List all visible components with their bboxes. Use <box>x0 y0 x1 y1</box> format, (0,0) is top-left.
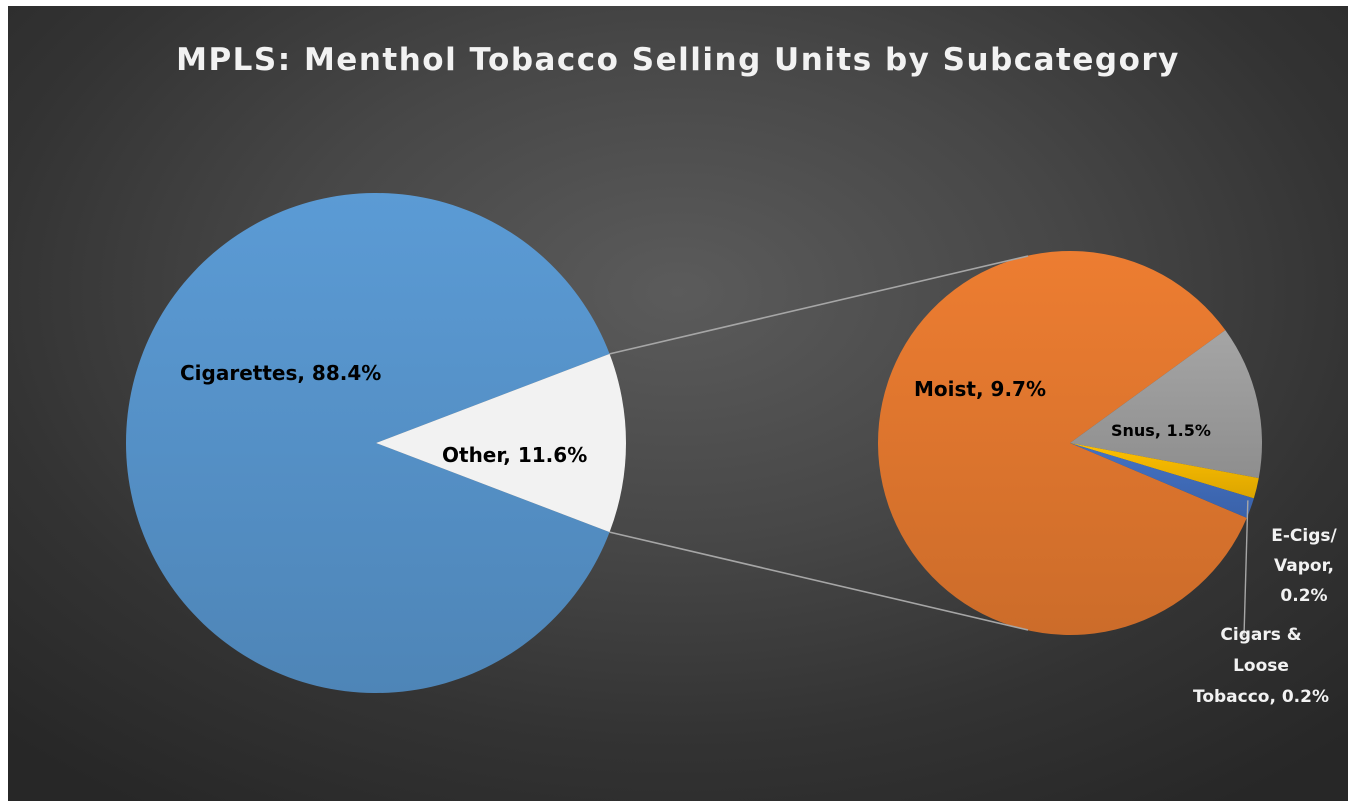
slice-cigars-loose-tobacco <box>1070 443 1254 518</box>
slice-cigarettes <box>125 192 610 693</box>
data-label-cigars-loose-tobacco: Cigars & Loose Tobacco, 0.2% <box>1193 625 1329 707</box>
data-label-other: Other, 11.6% <box>442 443 587 467</box>
data-label-e-cigs-vapor: E-Cigs/Vapor, 0.2% <box>1271 526 1337 606</box>
slice-other <box>376 353 626 533</box>
chart-title: MPLS: Menthol Tobacco Selling Units by S… <box>176 42 1180 78</box>
slice-snus <box>1070 330 1262 479</box>
data-label-cigarettes: Cigarettes, 88.4% <box>180 361 381 385</box>
pie-of-pie-chart: Cigarettes, 88.4% Other, 11.6% Moist, 9.7%… <box>125 192 1338 707</box>
data-label-moist: Moist, 9.7% <box>914 377 1046 401</box>
connector-line-bottom <box>609 531 1029 631</box>
slice-moist <box>877 251 1247 636</box>
label-leader-line <box>1243 500 1249 637</box>
data-label-snus: Snus, 1.5% <box>1111 421 1211 440</box>
chart-area: MPLS: Menthol Tobacco Selling Units by S… <box>8 6 1348 801</box>
slice-e-cigs-vapor <box>1070 443 1259 499</box>
connector-line-top <box>609 255 1029 355</box>
